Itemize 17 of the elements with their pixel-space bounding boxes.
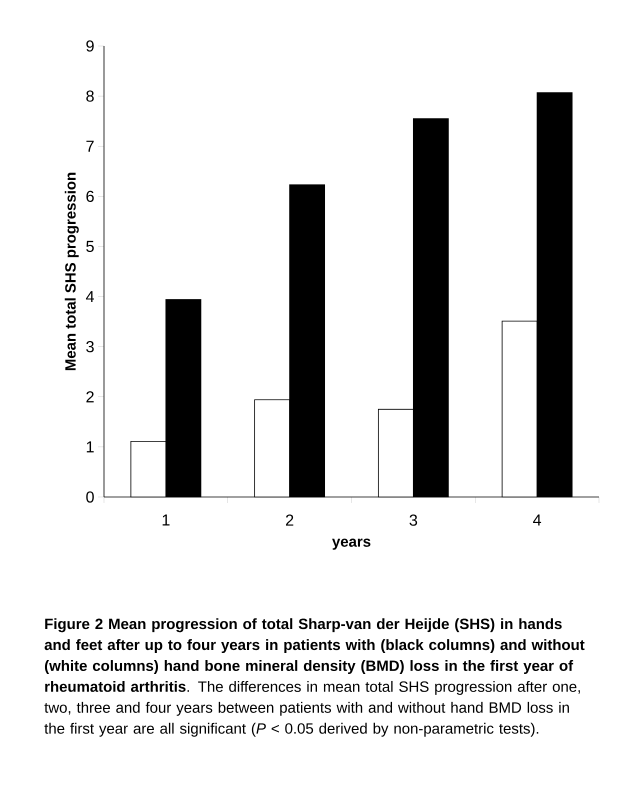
y-tick-label: 8 [86, 90, 94, 102]
y-tick-label: 6 [86, 190, 94, 202]
y-axis-title: Mean total SHS progression [64, 172, 79, 370]
y-tick-label: 0 [86, 491, 94, 503]
y-tick-label: 1 [86, 441, 94, 452]
x-tick-label: 1 [162, 514, 170, 526]
y-tick-label: 9 [86, 40, 94, 52]
x-tick-label: 3 [410, 514, 418, 526]
y-tick-label: 4 [86, 291, 94, 302]
y-tick-label: 2 [86, 391, 94, 402]
x-tick-label: 2 [286, 514, 294, 526]
y-tick-label: 3 [86, 341, 94, 352]
chart-title: Figure 2 Mean progression of total Sharp-van der Heijde (SHS) in hands and feet after up to four years in patients with (black columns) and without (white columns) hand bone mineral density (BMD) loss in the first year of rheumatoid arthritis. The differences in mean total SHS progression after one, two, three and four years between patients with and without hand BMD loss in the first year are all significant (P < 0.05 derived by non-parametric tests). [44, 618, 585, 737]
y-tick-label: 5 [86, 240, 94, 252]
x-tick-label: 4 [533, 514, 542, 526]
x-axis-title: years [332, 538, 370, 550]
y-tick-label: 7 [86, 140, 94, 152]
